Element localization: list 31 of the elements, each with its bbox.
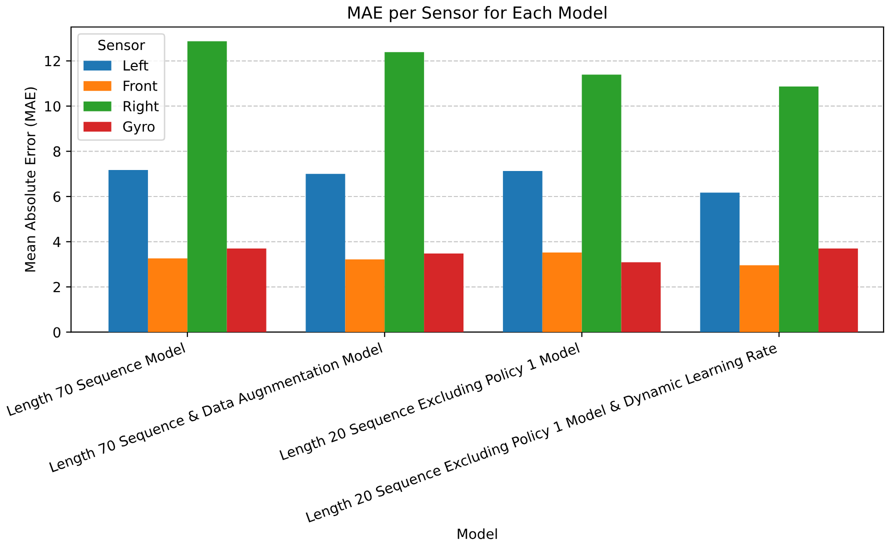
bar [779, 86, 818, 332]
bar [226, 248, 266, 332]
legend-label: Front [124, 80, 158, 92]
bar [108, 170, 148, 332]
bar [740, 265, 780, 332]
bar [187, 41, 227, 332]
bar [345, 259, 385, 332]
y-tick-label: 4 [53, 236, 61, 247]
bar [700, 192, 740, 332]
legend-label: Right [124, 100, 159, 114]
bar [148, 258, 188, 332]
y-axis-title: Mean Absolute Error (MAE) [24, 87, 38, 272]
bar [818, 248, 858, 332]
y-tick-label: 10 [45, 101, 60, 112]
bar [582, 74, 622, 332]
y-tick-label: 12 [45, 56, 60, 66]
y-tick-label: 0 [53, 327, 60, 338]
bar [306, 174, 346, 332]
chart-title: MAE per Sensor for Each Model [348, 6, 606, 22]
y-tick-label: 6 [53, 191, 60, 202]
y-tick-label: 2 [54, 282, 60, 292]
bar [502, 170, 542, 332]
legend-title: Sensor [98, 40, 146, 50]
y-tick-label: 8 [53, 146, 60, 157]
legend-label: Left [124, 60, 148, 71]
bar [384, 52, 424, 332]
legend-label: Gyro [123, 121, 155, 134]
x-axis-title: Model [458, 528, 497, 540]
bar [621, 262, 661, 332]
bar [424, 253, 464, 332]
bar [542, 252, 582, 332]
